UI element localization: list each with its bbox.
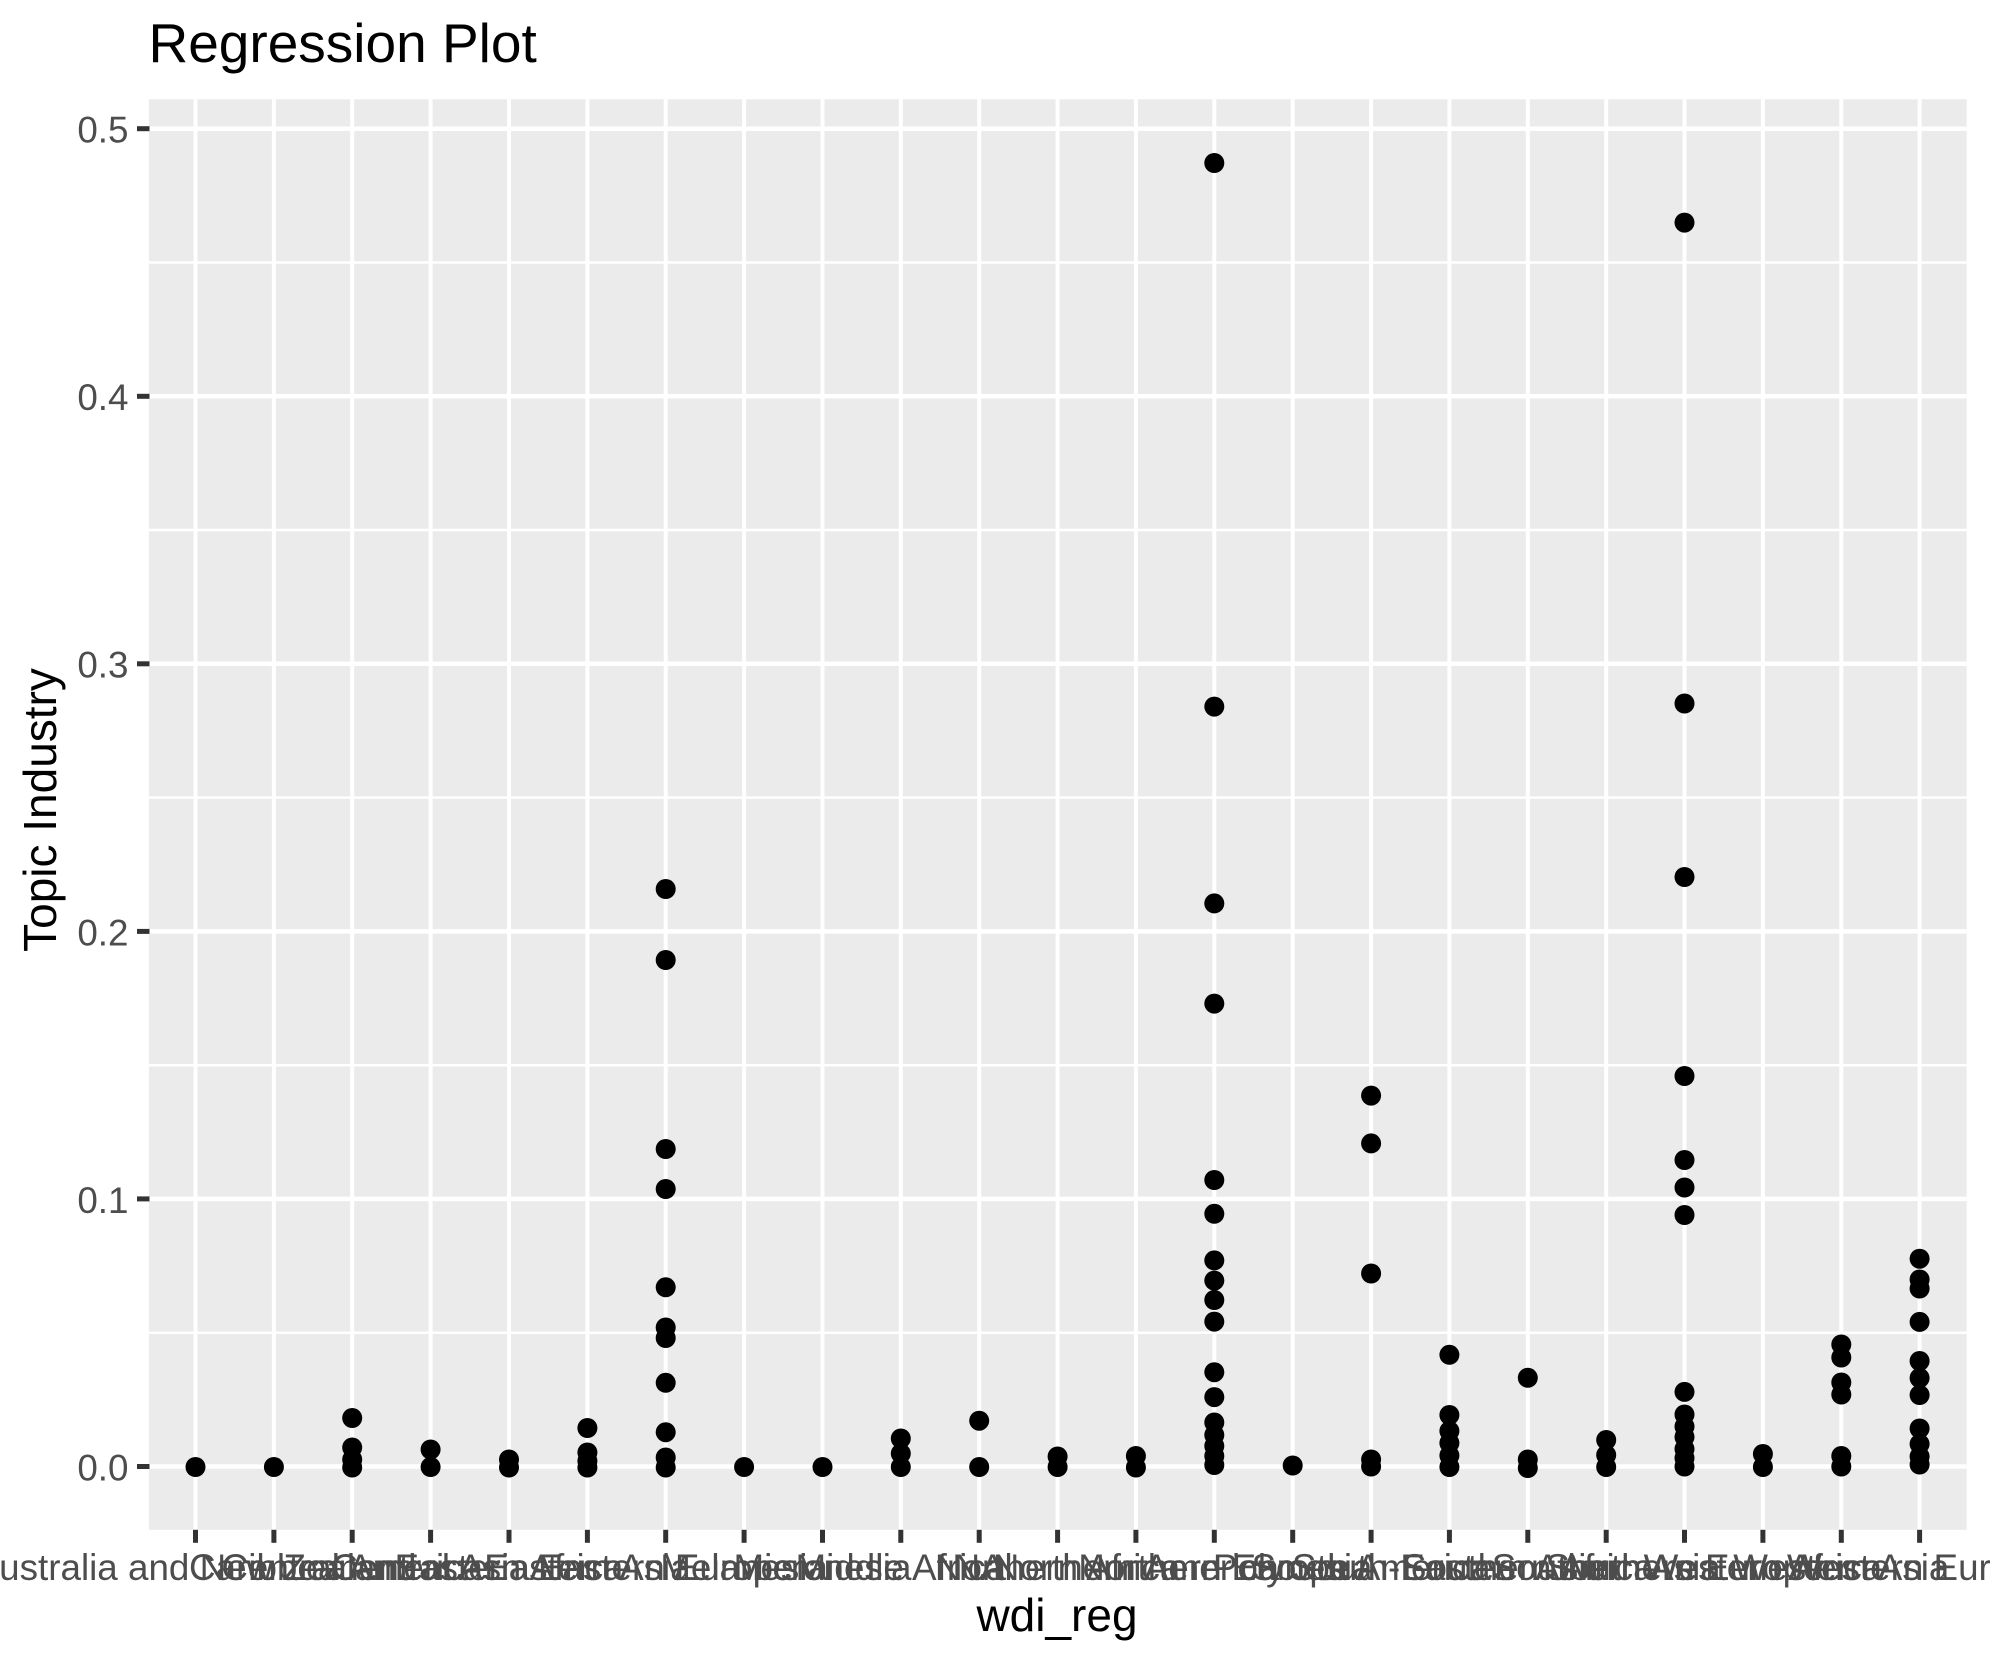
svg-text:Northern America: Northern America bbox=[993, 1547, 1280, 1588]
svg-text:0.3: 0.3 bbox=[77, 645, 128, 686]
svg-text:Central America: Central America bbox=[221, 1547, 483, 1588]
svg-text:Northern Europe: Northern Europe bbox=[1078, 1547, 1350, 1588]
svg-text:Southern Africa: Southern Africa bbox=[1402, 1547, 1654, 1588]
svg-text:wdi_reg: wdi_reg bbox=[975, 1589, 1137, 1641]
svg-text:Western Africa: Western Africa bbox=[1644, 1547, 1883, 1588]
svg-text:Northern Africa: Northern Africa bbox=[935, 1547, 1181, 1588]
svg-text:0.5: 0.5 bbox=[77, 110, 128, 151]
svg-text:Southern Asia: Southern Asia bbox=[1492, 1547, 1722, 1588]
svg-text:Regression Plot: Regression Plot bbox=[149, 12, 537, 74]
svg-text:NA: NA bbox=[954, 1547, 1006, 1588]
svg-text:Western Asia: Western Asia bbox=[1733, 1547, 1950, 1588]
svg-text:Middle Africa: Middle Africa bbox=[795, 1547, 1006, 1588]
svg-text:Western Europe: Western Europe bbox=[1787, 1547, 1990, 1588]
svg-text:South-Eastern Asia: South-Eastern Asia bbox=[1292, 1547, 1608, 1588]
svg-text:Eastern Europe: Eastern Europe bbox=[538, 1547, 794, 1588]
svg-text:Topic Industry: Topic Industry bbox=[14, 668, 66, 952]
svg-text:South America: South America bbox=[1251, 1547, 1491, 1588]
svg-text:Polynesia: Polynesia bbox=[1213, 1547, 1373, 1588]
svg-text:Micronesia: Micronesia bbox=[734, 1547, 912, 1588]
svg-text:0.1: 0.1 bbox=[77, 1180, 128, 1221]
svg-text:Caribbean: Caribbean bbox=[189, 1547, 359, 1588]
svg-text:Melanesia: Melanesia bbox=[660, 1547, 828, 1588]
svg-text:0.2: 0.2 bbox=[77, 912, 128, 953]
svg-text:0.4: 0.4 bbox=[77, 377, 128, 418]
svg-text:Australia and New Zealand: Australia and New Zealand bbox=[0, 1547, 416, 1588]
svg-text:Eastern Asia: Eastern Asia bbox=[484, 1547, 691, 1588]
svg-text:0.0: 0.0 bbox=[77, 1447, 128, 1488]
svg-text:Southern Europe: Southern Europe bbox=[1545, 1547, 1823, 1588]
svg-text:Central Asia: Central Asia bbox=[331, 1547, 530, 1588]
svg-text:Eastern Africa: Eastern Africa bbox=[394, 1547, 624, 1588]
